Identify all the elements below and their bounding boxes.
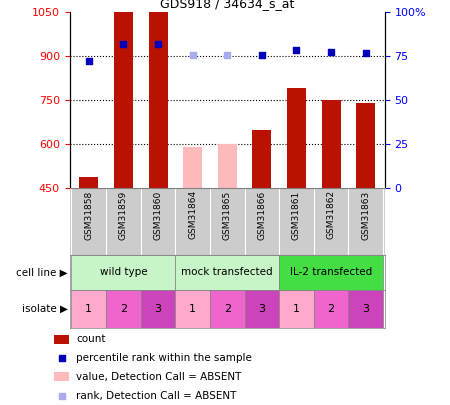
Text: 3: 3	[258, 304, 265, 314]
Bar	[72, 290, 106, 328]
Bar	[210, 290, 244, 328]
Bar	[314, 290, 348, 328]
Point	[154, 41, 162, 48]
Text: percentile rank within the sample: percentile rank within the sample	[76, 353, 252, 363]
Bar	[176, 290, 210, 328]
Text: GSM31864: GSM31864	[188, 190, 197, 239]
Text: GSM31865: GSM31865	[223, 190, 232, 240]
Text: 3: 3	[154, 304, 162, 314]
Bar	[244, 290, 279, 328]
Text: 2: 2	[224, 304, 231, 314]
Bar	[54, 335, 69, 344]
Bar	[148, 12, 167, 188]
Text: GSM31861: GSM31861	[292, 190, 301, 240]
Text: rank, Detection Call = ABSENT: rank, Detection Call = ABSENT	[76, 391, 236, 401]
Text: GSM31866: GSM31866	[257, 190, 266, 240]
Point	[189, 51, 196, 58]
Text: wild type: wild type	[99, 267, 147, 277]
Point	[293, 47, 300, 53]
Text: 1: 1	[189, 304, 196, 314]
Point	[362, 50, 369, 56]
Title: GDS918 / 34634_s_at: GDS918 / 34634_s_at	[160, 0, 294, 10]
Text: GSM31862: GSM31862	[327, 190, 336, 239]
Text: GSM31859: GSM31859	[119, 190, 128, 240]
Bar	[72, 255, 176, 290]
Text: 2: 2	[328, 304, 335, 314]
Point	[58, 355, 65, 361]
Point	[85, 58, 92, 64]
Bar	[252, 130, 271, 188]
Text: value, Detection Call = ABSENT: value, Detection Call = ABSENT	[76, 372, 241, 382]
Point	[120, 41, 127, 48]
Bar	[79, 177, 98, 188]
Bar	[106, 290, 141, 328]
Text: GSM31858: GSM31858	[84, 190, 93, 240]
Text: IL-2 transfected: IL-2 transfected	[290, 267, 372, 277]
Bar	[183, 147, 202, 188]
Bar	[114, 12, 133, 188]
Point	[224, 51, 231, 58]
Text: 1: 1	[86, 304, 92, 314]
Bar	[322, 100, 341, 188]
Bar	[176, 255, 279, 290]
Text: isolate ▶: isolate ▶	[22, 304, 68, 314]
Text: GSM31860: GSM31860	[153, 190, 162, 240]
Text: count: count	[76, 335, 106, 344]
Point	[258, 51, 265, 58]
Bar	[356, 103, 375, 188]
Bar	[279, 255, 383, 290]
Bar	[218, 144, 237, 188]
Bar	[279, 290, 314, 328]
Bar	[348, 290, 383, 328]
Text: cell line ▶: cell line ▶	[16, 267, 68, 277]
Bar	[287, 88, 306, 188]
Text: GSM31863: GSM31863	[361, 190, 370, 240]
Point	[58, 392, 65, 399]
Text: mock transfected: mock transfected	[181, 267, 273, 277]
Bar	[54, 373, 69, 382]
Point	[328, 49, 335, 55]
Text: 3: 3	[362, 304, 369, 314]
Text: 2: 2	[120, 304, 127, 314]
Bar	[141, 290, 176, 328]
Text: 1: 1	[293, 304, 300, 314]
